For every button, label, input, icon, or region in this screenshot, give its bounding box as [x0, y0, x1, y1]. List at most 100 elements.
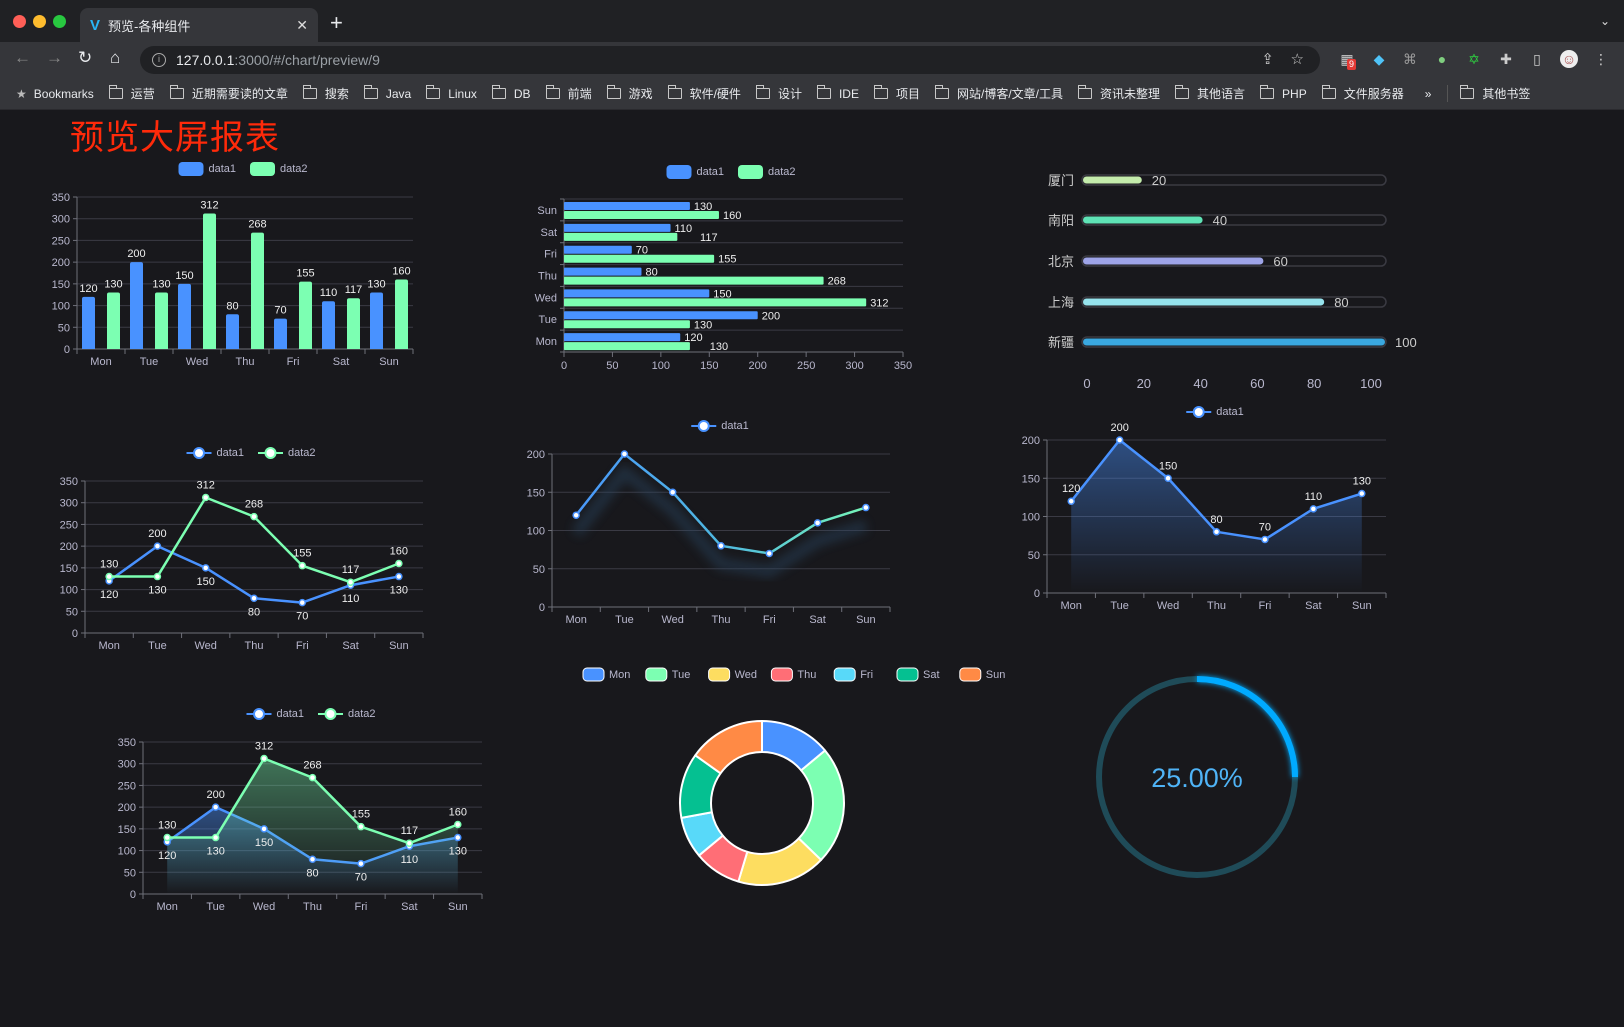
folder-icon [816, 85, 831, 99]
legend-item-data2[interactable]: data2 [318, 708, 376, 720]
minimize-window-button[interactable] [33, 15, 46, 28]
bookmark-folder[interactable]: 软件/硬件 [667, 85, 741, 102]
address-bar[interactable]: i 127.0.0.1:3000/#/chart/preview/9 ⇪ ☆ [140, 46, 1320, 74]
bar-data1 [370, 292, 383, 349]
legend-item-data2[interactable]: data2 [250, 162, 308, 176]
circle-extension-icon[interactable]: ● [1437, 51, 1447, 67]
bookmark-folder[interactable]: 网站/博客/文章/工具 [934, 85, 1063, 102]
other-bookmarks-folder[interactable]: 其他书签 [1447, 85, 1530, 102]
forward-button[interactable]: → [46, 48, 63, 67]
data-label: 130 [104, 279, 122, 291]
site-info-icon[interactable]: i [152, 53, 166, 67]
bookmark-folder[interactable]: 前端 [545, 85, 592, 102]
bookmark-folder[interactable]: IDE [816, 85, 859, 102]
legend-label: data2 [768, 166, 796, 178]
category-label: 新疆 [1048, 335, 1074, 350]
legend-item-data1[interactable]: data1 [1186, 406, 1244, 418]
data-point [862, 503, 870, 512]
legend-item-Fri[interactable]: Fri [833, 667, 873, 682]
bookmark-folder[interactable]: 搜索 [302, 85, 349, 102]
bookmark-folder[interactable]: 设计 [755, 85, 802, 102]
legend-item-Mon[interactable]: Mon [582, 667, 630, 682]
bookmark-star-icon[interactable]: ☆ [1290, 51, 1304, 68]
bookmark-folder[interactable]: 近期需要读的文章 [169, 85, 288, 102]
bookmark-folder[interactable]: PHP [1260, 85, 1307, 102]
star-extension-icon[interactable]: ✡ [1468, 51, 1480, 67]
bar-data1 [322, 301, 335, 349]
data-point [153, 572, 162, 581]
new-tab-button[interactable]: + [330, 10, 343, 35]
legend-swatch [833, 667, 856, 682]
bookmark-folder[interactable]: 资讯未整理 [1078, 85, 1160, 102]
reload-button[interactable]: ↻ [78, 48, 93, 67]
legend-item-data1[interactable]: data1 [178, 162, 237, 176]
bookmark-label: 资讯未整理 [1100, 87, 1161, 101]
gem-extension-icon[interactable]: ◆ [1373, 51, 1385, 67]
x-tick-label: 0 [561, 360, 567, 372]
bar-data2 [203, 213, 216, 349]
data-label: 80 [306, 867, 318, 879]
bookmark-label: 项目 [895, 87, 920, 101]
legend-item-data2[interactable]: data2 [738, 165, 796, 179]
y-tick-label: Fri [544, 249, 557, 261]
extension-grid-icon[interactable]: ▦9 [1338, 50, 1357, 70]
bookmark-label: IDE [838, 86, 859, 101]
x-tick-label: Mon [157, 901, 178, 913]
bookmark-folder[interactable]: 其他语言 [1175, 85, 1245, 102]
legend-item-Sat[interactable]: Sat [896, 667, 940, 682]
x-tick-label: Tue [206, 901, 225, 913]
data-label: 130 [1353, 476, 1371, 488]
side-panel-icon[interactable]: ▯ [1533, 51, 1541, 67]
bar-data1 [564, 245, 632, 254]
home-button[interactable]: ⌂ [110, 48, 121, 67]
legend-item-Wed[interactable]: Wed [708, 667, 757, 682]
legend-item-data1[interactable]: data1 [666, 165, 725, 179]
profile-avatar[interactable]: ☺ [1560, 50, 1578, 68]
y-tick-label: 0 [539, 602, 545, 614]
legend-label: data2 [288, 447, 316, 459]
legend-item-data1[interactable]: data1 [246, 708, 305, 720]
tab-search-chevron-icon[interactable]: ⌄ [1599, 14, 1610, 28]
data-label: 80 [248, 606, 260, 618]
category-label: 南阳 [1048, 213, 1074, 228]
maximize-window-button[interactable] [53, 15, 66, 28]
y-tick-label: 250 [118, 780, 136, 792]
data-label: 160 [723, 210, 741, 222]
bookmark-folder[interactable]: Linux [426, 85, 477, 102]
x-tick-label: Tue [615, 614, 634, 626]
data-label: 130 [367, 279, 385, 291]
legend-item-Thu[interactable]: Thu [770, 667, 816, 682]
close-tab-icon[interactable]: ✕ [296, 16, 308, 33]
legend-item-Sun[interactable]: Sun [959, 667, 1006, 682]
progress-track [1081, 296, 1387, 308]
menu-kebab-icon[interactable]: ⋮ [1594, 51, 1608, 67]
data-label: 120 [684, 332, 702, 344]
data-label: 130 [710, 341, 728, 353]
command-extension-icon[interactable]: ⌘ [1403, 51, 1417, 67]
bookmark-folder[interactable]: 运营 [108, 85, 155, 102]
legend-swatch [959, 667, 982, 682]
bookmark-folder[interactable]: DB [491, 85, 531, 102]
legend-item-data2[interactable]: data2 [258, 447, 316, 459]
bookmark-folder[interactable]: 游戏 [606, 85, 653, 102]
bookmark-folder[interactable]: 文件服务器 [1321, 85, 1404, 102]
folder-icon [934, 85, 949, 99]
data-label: 268 [245, 499, 263, 511]
legend-item-data1[interactable]: data1 [186, 447, 245, 459]
bookmark-label: 软件/硬件 [689, 87, 741, 101]
bookmark-folder[interactable]: 项目 [873, 85, 920, 102]
folder-icon [169, 85, 184, 99]
back-button[interactable]: ← [14, 48, 31, 67]
bookmarks-overflow-button[interactable]: » [1424, 86, 1432, 101]
data-point [201, 493, 210, 502]
legend-item-data1[interactable]: data1 [691, 420, 749, 432]
bookmark-folder[interactable]: Java [363, 85, 411, 102]
browser-tab[interactable]: V 预览-各种组件 ✕ [80, 8, 318, 42]
legend-item-Tue[interactable]: Tue [645, 667, 691, 682]
folder-icon [667, 85, 682, 99]
extensions-puzzle-icon[interactable]: ✚ [1500, 51, 1512, 67]
close-window-button[interactable] [13, 15, 26, 28]
share-icon[interactable]: ⇪ [1261, 51, 1274, 68]
bookmarks-button[interactable]: ★ Bookmarks [16, 87, 94, 101]
folder-icon [1078, 85, 1092, 99]
